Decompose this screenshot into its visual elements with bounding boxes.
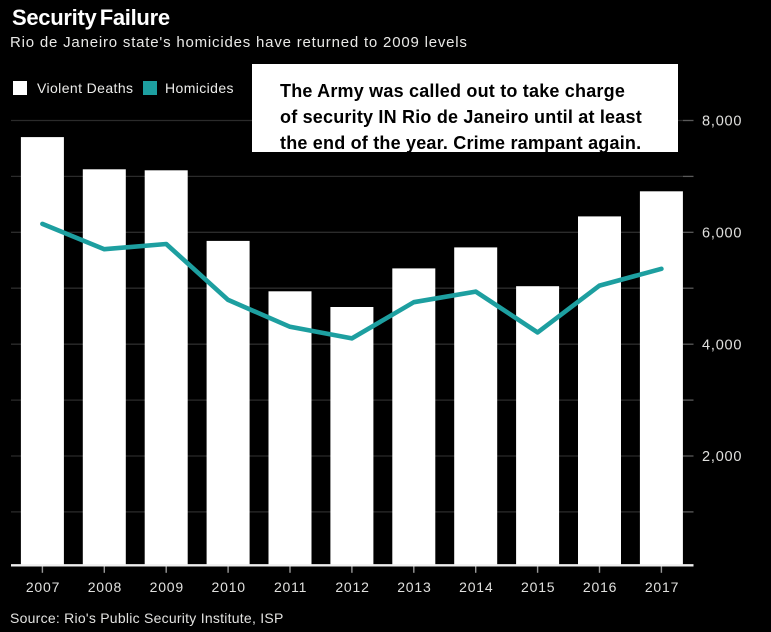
svg-text:4,000: 4,000 bbox=[702, 337, 742, 353]
svg-text:6,000: 6,000 bbox=[702, 226, 742, 242]
svg-text:8,000: 8,000 bbox=[702, 114, 742, 130]
svg-text:2011: 2011 bbox=[274, 579, 307, 595]
svg-text:2014: 2014 bbox=[459, 579, 493, 595]
svg-text:2008: 2008 bbox=[88, 579, 122, 595]
svg-text:2017: 2017 bbox=[645, 579, 679, 595]
svg-text:2015: 2015 bbox=[521, 579, 555, 595]
svg-text:2,000: 2,000 bbox=[702, 449, 742, 465]
svg-text:2012: 2012 bbox=[335, 579, 369, 595]
svg-text:2007: 2007 bbox=[26, 579, 60, 595]
svg-text:2010: 2010 bbox=[212, 579, 246, 595]
svg-text:2013: 2013 bbox=[397, 579, 431, 595]
svg-text:2009: 2009 bbox=[150, 579, 184, 595]
svg-text:2016: 2016 bbox=[583, 579, 617, 595]
